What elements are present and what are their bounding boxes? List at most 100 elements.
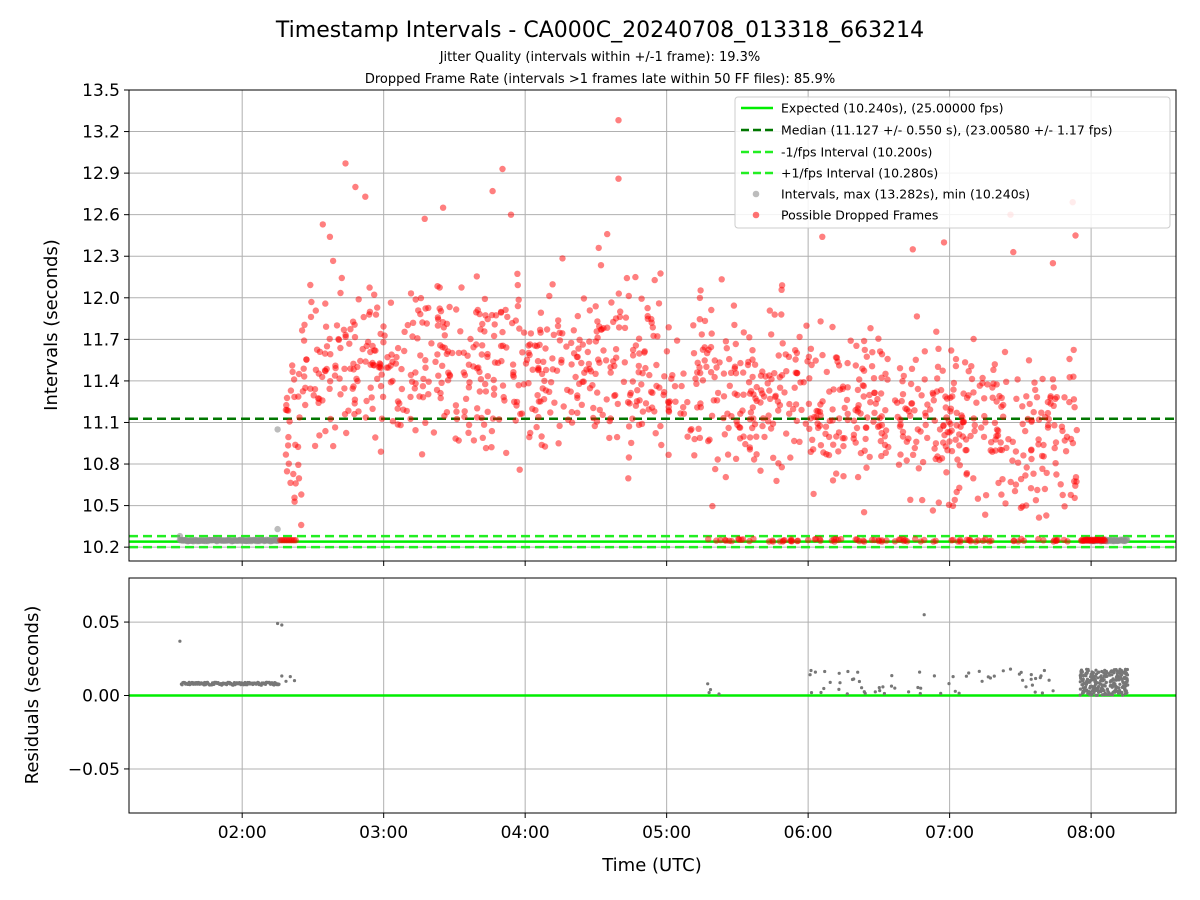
- dropped-frame-point: [806, 375, 813, 382]
- residual-point: [1099, 679, 1103, 683]
- top-y-tick-label: 12.9: [82, 164, 120, 184]
- dropped-frame-point: [366, 284, 373, 291]
- legend-expected: Expected (10.240s), (25.00000 fps): [781, 101, 1003, 116]
- dropped-frame-point: [728, 537, 735, 545]
- dropped-frame-point: [800, 379, 807, 386]
- residual-point: [1047, 678, 1051, 682]
- dropped-frame-point: [981, 412, 988, 420]
- dropped-frame-point: [722, 338, 730, 345]
- residual-point: [1125, 673, 1130, 677]
- dropped-frame-point: [771, 370, 778, 377]
- top-y-tick-label: 10.8: [82, 455, 120, 475]
- dropped-frame-point: [942, 404, 949, 411]
- dropped-frame-point: [535, 413, 542, 421]
- residual-point: [967, 671, 971, 675]
- dropped-frame-point: [935, 499, 942, 506]
- dropped-frame-point: [749, 356, 756, 363]
- dropped-frame-point: [322, 323, 330, 330]
- bottom-panel-points: [178, 613, 1130, 697]
- residual-point: [708, 688, 713, 692]
- residual-point: [856, 670, 860, 674]
- dropped-frame-point: [710, 397, 717, 404]
- dropped-frame-point: [778, 286, 785, 293]
- dropped-frame-point: [287, 479, 294, 486]
- dropped-frame-point: [744, 361, 752, 369]
- dropped-frame-point: [876, 348, 884, 355]
- dropped-frame-point: [534, 357, 542, 365]
- dropped-frame-point: [804, 536, 812, 544]
- dropped-frame-point: [894, 413, 901, 421]
- dropped-frame-point: [495, 416, 503, 423]
- dropped-frame-point: [642, 364, 649, 372]
- dropped-frame-point: [711, 373, 718, 381]
- dropped-frame-point: [436, 284, 443, 291]
- dropped-frame-point: [516, 325, 523, 332]
- dropped-frame-point: [900, 372, 907, 380]
- residual-point: [1087, 680, 1091, 684]
- dropped-frame-point: [651, 276, 658, 284]
- residual-point: [1097, 689, 1101, 694]
- dropped-frame-point: [467, 335, 474, 343]
- dropped-frame-point: [747, 409, 755, 416]
- dropped-frame-point: [921, 348, 928, 355]
- dropped-frame-point: [412, 427, 419, 434]
- dropped-frame-point: [477, 326, 484, 333]
- dropped-frame-point: [823, 451, 830, 458]
- chart-subtitle-jitter: Jitter Quality (intervals within +/-1 fr…: [439, 50, 761, 65]
- dropped-frame-point: [769, 538, 777, 545]
- dropped-frame-point: [732, 340, 739, 348]
- dropped-frame-point: [817, 318, 824, 325]
- dropped-frame-point: [671, 383, 679, 390]
- top-y-tick-label: 11.1: [82, 413, 120, 433]
- dropped-frame-point: [366, 311, 373, 318]
- dropped-frame-point: [909, 246, 916, 253]
- dropped-frame-point: [1012, 448, 1020, 455]
- dropped-frame-point: [1025, 357, 1033, 364]
- residual-point: [953, 689, 957, 693]
- dropped-frame-point: [337, 391, 344, 398]
- residual-point: [1104, 693, 1108, 697]
- dropped-frame-point: [690, 322, 697, 329]
- residual-point: [1123, 675, 1127, 679]
- dropped-frame-point: [939, 367, 946, 374]
- dropped-frame-point: [909, 451, 917, 458]
- dropped-frame-point: [330, 442, 337, 450]
- dropped-frame-point: [665, 408, 673, 415]
- dropped-frame-point: [714, 389, 722, 397]
- dropped-frame-point: [1017, 504, 1025, 512]
- residual-point: [951, 675, 955, 679]
- dropped-frame-point: [929, 507, 937, 514]
- dropped-frame-point: [433, 386, 441, 394]
- dropped-frame-point: [931, 445, 938, 452]
- dropped-frame-point: [668, 375, 675, 382]
- dropped-frame-point: [586, 307, 593, 314]
- dropped-frame-point: [541, 377, 548, 385]
- dropped-frame-point: [341, 365, 348, 372]
- dropped-frame-point: [300, 365, 307, 372]
- dropped-frame-point: [509, 361, 517, 368]
- dropped-frame-point: [724, 451, 732, 458]
- legend-median: Median (11.127 +/- 0.550 s), (23.00580 +…: [781, 123, 1112, 138]
- dropped-frame-point: [300, 337, 308, 344]
- dropped-frame-point: [458, 284, 465, 291]
- dropped-frame-point: [1061, 437, 1069, 444]
- dropped-frame-point: [899, 428, 907, 436]
- dropped-frame-point: [781, 537, 788, 544]
- dropped-frame-point: [323, 343, 331, 350]
- dropped-frame-point: [482, 380, 489, 388]
- residual-point: [1115, 672, 1120, 676]
- dropped-frame-point: [568, 419, 576, 426]
- dropped-frame-point: [1039, 465, 1046, 472]
- residual-point: [1082, 681, 1086, 686]
- dropped-frame-point: [1066, 355, 1073, 363]
- dropped-frame-point: [412, 296, 419, 303]
- dropped-frame-point: [489, 187, 496, 195]
- residual-point: [288, 675, 292, 679]
- dropped-frame-point: [1039, 375, 1046, 383]
- residual-point: [1092, 674, 1096, 678]
- residual-point: [813, 670, 818, 674]
- dropped-frame-point: [726, 382, 733, 389]
- dropped-frame-point: [1034, 486, 1041, 494]
- dropped-frame-point: [540, 358, 547, 365]
